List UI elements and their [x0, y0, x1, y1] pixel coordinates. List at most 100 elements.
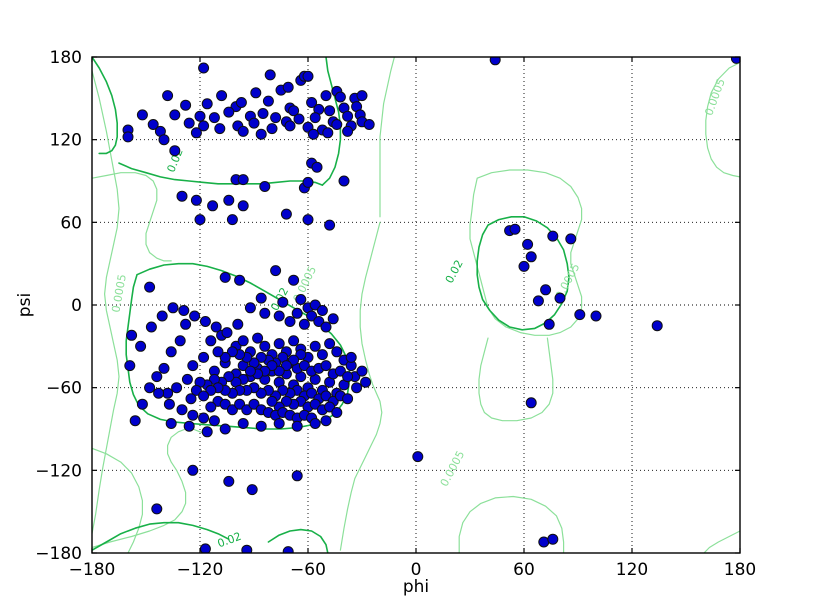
data-point: [293, 113, 305, 125]
data-point: [199, 316, 211, 327]
x-tick-label: −60: [290, 560, 326, 580]
data-point: [190, 194, 202, 206]
data-point: [273, 365, 285, 377]
data-point: [248, 398, 260, 410]
data-point: [216, 90, 228, 102]
data-point: [270, 265, 282, 277]
y-tick-label: −60: [46, 379, 82, 399]
data-point: [136, 109, 148, 121]
data-point: [158, 134, 170, 146]
data-point: [208, 415, 220, 427]
data-point: [259, 340, 271, 352]
data-point: [345, 351, 357, 363]
data-point: [291, 307, 303, 319]
data-point: [174, 335, 186, 347]
data-point: [122, 131, 134, 143]
data-point: [342, 110, 354, 122]
contour-path: [92, 172, 172, 262]
data-point: [178, 305, 190, 316]
data-point: [250, 87, 262, 99]
data-point: [237, 125, 249, 137]
contour-path: [92, 70, 120, 535]
scatter-points: [122, 57, 740, 553]
data-point: [324, 401, 336, 413]
data-point: [730, 57, 740, 64]
data-point: [316, 349, 328, 361]
contour-path: [339, 221, 383, 551]
data-point: [244, 302, 256, 314]
data-point: [262, 95, 274, 107]
data-point: [302, 70, 314, 82]
data-point: [237, 200, 249, 212]
gridlines: [92, 57, 740, 553]
data-point: [241, 404, 253, 416]
data-point: [255, 420, 267, 432]
data-point: [180, 99, 192, 111]
data-point: [151, 371, 163, 383]
data-point: [183, 117, 195, 129]
data-point: [525, 397, 537, 409]
data-point: [201, 98, 213, 110]
data-point: [189, 310, 201, 322]
data-point: [235, 97, 247, 108]
data-point: [309, 112, 321, 124]
data-point: [334, 365, 346, 377]
data-point: [205, 384, 217, 396]
data-point: [280, 208, 292, 220]
x-tick-label: 60: [513, 560, 535, 580]
data-point: [176, 404, 188, 416]
data-point: [324, 105, 336, 117]
data-point: [538, 536, 550, 548]
contour-path: [92, 428, 208, 549]
data-point: [338, 175, 350, 187]
data-point: [135, 340, 147, 352]
data-point: [169, 109, 181, 121]
data-point: [248, 117, 260, 129]
data-point: [237, 335, 249, 347]
data-point: [331, 119, 343, 130]
y-axis-title: psi: [15, 293, 35, 317]
data-point: [291, 420, 303, 432]
data-point: [255, 128, 267, 140]
data-point: [237, 418, 249, 429]
data-point: [547, 533, 559, 545]
data-point: [163, 398, 175, 410]
contour-path: [92, 447, 143, 553]
data-point: [360, 376, 372, 388]
data-point: [252, 332, 264, 344]
data-point: [309, 418, 321, 429]
data-point: [547, 230, 559, 242]
data-point: [322, 127, 334, 139]
data-point: [144, 281, 156, 293]
data-point: [246, 484, 258, 496]
data-point: [509, 223, 521, 235]
data-point: [226, 214, 238, 226]
data-point: [306, 387, 318, 399]
data-point: [214, 123, 226, 135]
data-point: [295, 294, 307, 305]
data-point: [257, 108, 269, 119]
data-point: [185, 393, 197, 405]
data-point: [234, 274, 246, 286]
data-point: [255, 387, 267, 399]
data-point: [288, 274, 300, 286]
data-point: [198, 390, 210, 402]
data-point: [306, 310, 318, 322]
data-point: [198, 62, 210, 74]
data-point: [331, 407, 343, 418]
data-point: [212, 346, 224, 358]
data-point: [176, 190, 188, 202]
data-point: [244, 365, 256, 377]
data-point: [489, 57, 501, 66]
data-point: [226, 346, 238, 358]
data-point: [153, 387, 165, 399]
data-point: [518, 260, 530, 272]
data-point: [234, 398, 246, 410]
data-point: [144, 382, 156, 394]
data-point: [273, 310, 285, 322]
data-point: [324, 338, 336, 350]
data-point: [223, 475, 235, 487]
data-point: [219, 423, 231, 435]
data-point: [165, 346, 177, 358]
